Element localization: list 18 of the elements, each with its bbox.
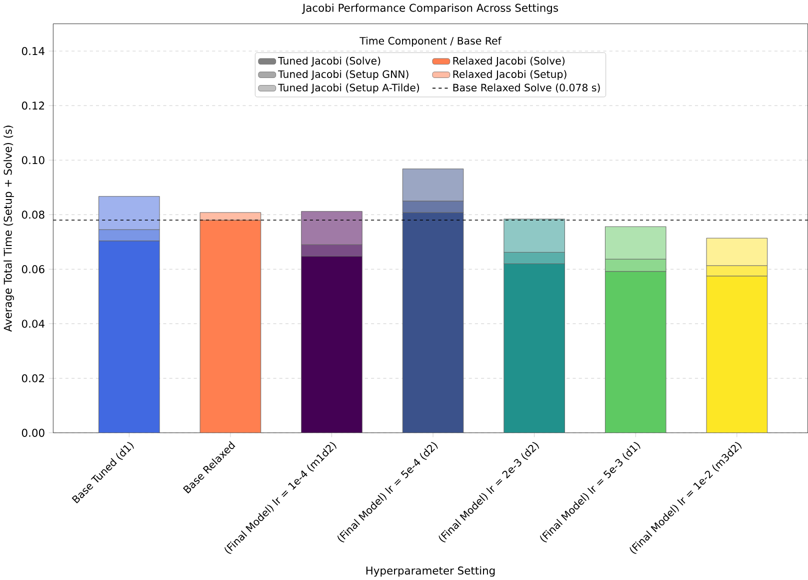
chart-title: Jacobi Performance Comparison Across Settings	[302, 3, 558, 14]
y-tick-label: 0.04	[22, 320, 44, 328]
legend-label: Tuned Jacobi (Setup GNN)	[278, 70, 408, 80]
legend-label: Relaxed Jacobi (Solve)	[453, 56, 564, 66]
y-tick-label: 0.06	[22, 265, 44, 274]
x-axis-title: Hyperparameter Setting	[366, 566, 495, 577]
legend-label: Base Relaxed Solve (0.078 s)	[453, 83, 600, 93]
y-tick-label: 0.00	[22, 428, 44, 437]
legend-label: Tuned Jacobi (Setup A-Tilde)	[278, 83, 420, 94]
y-axis-title: Average Total Time (Setup + Solve) (s)	[4, 126, 14, 332]
legend-title: Time Component / Base Ref	[360, 36, 502, 46]
y-tick-label: 0.12	[22, 101, 44, 110]
legend-label: Relaxed Jacobi (Setup)	[453, 70, 566, 80]
legend-label: Tuned Jacobi (Solve)	[278, 56, 380, 66]
y-tick-label: 0.10	[22, 156, 44, 164]
y-tick-label: 0.08	[22, 210, 44, 219]
y-tick-label: 0.14	[22, 46, 44, 55]
y-tick-label: 0.02	[22, 374, 44, 382]
